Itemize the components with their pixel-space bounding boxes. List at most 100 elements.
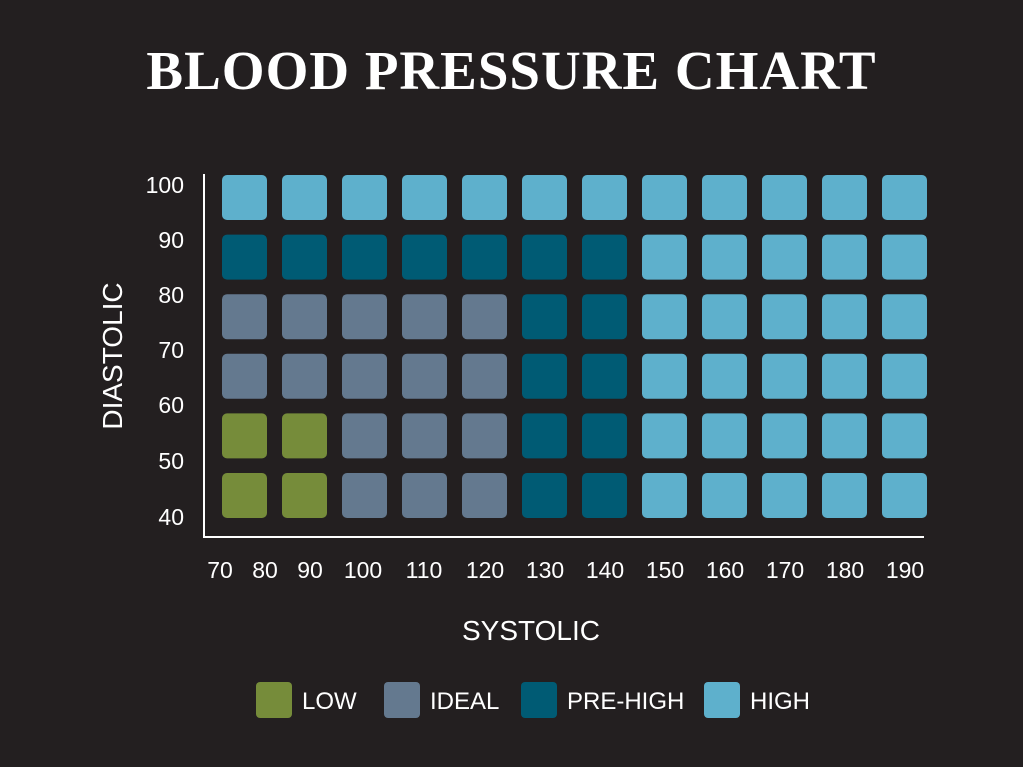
legend-swatch-pre-high — [521, 682, 557, 718]
heatmap-cell-high-sys110-dia100 — [402, 175, 447, 220]
x-tick-label: 170 — [766, 557, 804, 583]
y-tick-label: 50 — [158, 448, 184, 474]
x-tick-label: 160 — [706, 557, 744, 583]
heatmap-cell-high-sys190-dia70 — [882, 353, 927, 399]
heatmap-cell-pre-high-sys120-dia90 — [462, 234, 507, 280]
legend-label-ideal: IDEAL — [430, 688, 499, 715]
x-axis-title: SYSTOLIC — [462, 615, 600, 646]
legend-swatch-low — [256, 682, 292, 718]
heatmap-cell-high-sys80-dia100 — [222, 175, 267, 220]
heatmap-cell-high-sys170-dia80 — [762, 294, 807, 340]
x-tick-label: 110 — [406, 557, 443, 583]
heatmap-cell-high-sys130-dia100 — [522, 175, 567, 220]
heatmap-cell-pre-high-sys140-dia50 — [582, 473, 627, 518]
heatmap-cell-ideal-sys110-dia80 — [402, 294, 447, 340]
heatmap-cell-high-sys180-dia100 — [822, 175, 867, 220]
heatmap-cell-ideal-sys100-dia70 — [342, 353, 387, 399]
heatmap-cell-high-sys180-dia80 — [822, 294, 867, 340]
heatmap-cell-pre-high-sys80-dia90 — [222, 234, 267, 280]
heatmap-cell-high-sys150-dia70 — [642, 353, 687, 399]
heatmap-cell-high-sys180-dia60 — [822, 413, 867, 459]
x-tick-labels: 70 80 90 100 110 120 130 140 150 160 170 180 190 — [207, 557, 924, 583]
heatmap-cell-ideal-sys100-dia60 — [342, 413, 387, 459]
heatmap-cell-pre-high-sys140-dia80 — [582, 294, 627, 340]
heatmap-cell-high-sys170-dia70 — [762, 353, 807, 399]
heatmap-cell-high-sys140-dia100 — [582, 175, 627, 220]
heatmap-cell-high-sys150-dia80 — [642, 294, 687, 340]
x-tick-label: 100 — [344, 557, 382, 583]
heatmap-cell-high-sys180-dia70 — [822, 353, 867, 399]
heatmap-cell-high-sys190-dia60 — [882, 413, 927, 459]
heatmap-cell-high-sys160-dia60 — [702, 413, 747, 459]
heatmap-cell-pre-high-sys130-dia80 — [522, 294, 567, 340]
heatmap-cell-pre-high-sys100-dia90 — [342, 234, 387, 280]
heatmap-cell-high-sys90-dia100 — [282, 175, 327, 220]
heatmap-cell-high-sys180-dia90 — [822, 234, 867, 280]
heatmap-cell-ideal-sys110-dia50 — [402, 473, 447, 518]
heatmap-cell-pre-high-sys90-dia90 — [282, 234, 327, 280]
heatmap-cells — [222, 175, 927, 518]
heatmap-cell-high-sys190-dia90 — [882, 234, 927, 280]
heatmap-cell-ideal-sys100-dia80 — [342, 294, 387, 340]
legend-label-low: LOW — [302, 688, 357, 715]
heatmap-cell-high-sys170-dia90 — [762, 234, 807, 280]
heatmap-cell-ideal-sys120-dia70 — [462, 353, 507, 399]
heatmap-cell-high-sys150-dia100 — [642, 175, 687, 220]
heatmap-cell-ideal-sys80-dia70 — [222, 353, 267, 399]
x-tick-label: 150 — [646, 557, 684, 583]
heatmap-cell-high-sys150-dia60 — [642, 413, 687, 459]
heatmap-cell-high-sys170-dia50 — [762, 473, 807, 518]
legend-swatch-ideal — [384, 682, 420, 718]
y-tick-label: 100 — [146, 172, 184, 198]
heatmap-cell-pre-high-sys140-dia70 — [582, 353, 627, 399]
heatmap-cell-ideal-sys110-dia70 — [402, 353, 447, 399]
heatmap-cell-high-sys120-dia100 — [462, 175, 507, 220]
heatmap-cell-pre-high-sys140-dia90 — [582, 234, 627, 280]
heatmap-cell-high-sys170-dia100 — [762, 175, 807, 220]
heatmap-cell-low-sys90-dia60 — [282, 413, 327, 459]
heatmap-cell-high-sys160-dia50 — [702, 473, 747, 518]
x-tick-label: 130 — [526, 557, 564, 583]
heatmap-cell-ideal-sys80-dia80 — [222, 294, 267, 340]
y-tick-label: 70 — [158, 337, 184, 363]
heatmap-cell-high-sys180-dia50 — [822, 473, 867, 518]
heatmap-cell-high-sys160-dia100 — [702, 175, 747, 220]
heatmap-cell-pre-high-sys110-dia90 — [402, 234, 447, 280]
heatmap-cell-pre-high-sys130-dia60 — [522, 413, 567, 459]
legend: LOW IDEAL PRE-HIGH HIGH — [256, 682, 810, 718]
heatmap-cell-low-sys80-dia60 — [222, 413, 267, 459]
heatmap-cell-high-sys150-dia90 — [642, 234, 687, 280]
x-tick-label: 120 — [466, 557, 504, 583]
legend-label-high: HIGH — [750, 688, 810, 715]
heatmap-cell-ideal-sys90-dia80 — [282, 294, 327, 340]
heatmap-cell-pre-high-sys130-dia70 — [522, 353, 567, 399]
heatmap-cell-high-sys150-dia50 — [642, 473, 687, 518]
legend-swatch-high — [704, 682, 740, 718]
heatmap-cell-pre-high-sys130-dia50 — [522, 473, 567, 518]
x-tick-label: 80 — [252, 557, 278, 583]
heatmap-cell-high-sys160-dia80 — [702, 294, 747, 340]
heatmap-cell-high-sys160-dia90 — [702, 234, 747, 280]
x-tick-label: 140 — [586, 557, 624, 583]
chart-title: BLOOD PRESSURE CHART — [146, 40, 877, 101]
y-tick-label: 40 — [158, 504, 184, 530]
heatmap-cell-high-sys160-dia70 — [702, 353, 747, 399]
heatmap-cell-ideal-sys120-dia80 — [462, 294, 507, 340]
x-tick-label: 180 — [826, 557, 864, 583]
heatmap-cell-ideal-sys120-dia60 — [462, 413, 507, 459]
heatmap-cell-low-sys90-dia50 — [282, 473, 327, 518]
heatmap-cell-ideal-sys100-dia50 — [342, 473, 387, 518]
heatmap-cell-high-sys190-dia80 — [882, 294, 927, 340]
x-tick-label: 90 — [297, 557, 323, 583]
y-axis-title: DIASTOLIC — [97, 282, 128, 429]
heatmap-cell-pre-high-sys140-dia60 — [582, 413, 627, 459]
heatmap-cell-high-sys170-dia60 — [762, 413, 807, 459]
y-tick-label: 60 — [158, 392, 184, 418]
heatmap-cell-ideal-sys90-dia70 — [282, 353, 327, 399]
heatmap-cell-ideal-sys110-dia60 — [402, 413, 447, 459]
y-tick-label: 80 — [158, 282, 184, 308]
heatmap-cell-ideal-sys120-dia50 — [462, 473, 507, 518]
x-tick-label: 190 — [886, 557, 924, 583]
